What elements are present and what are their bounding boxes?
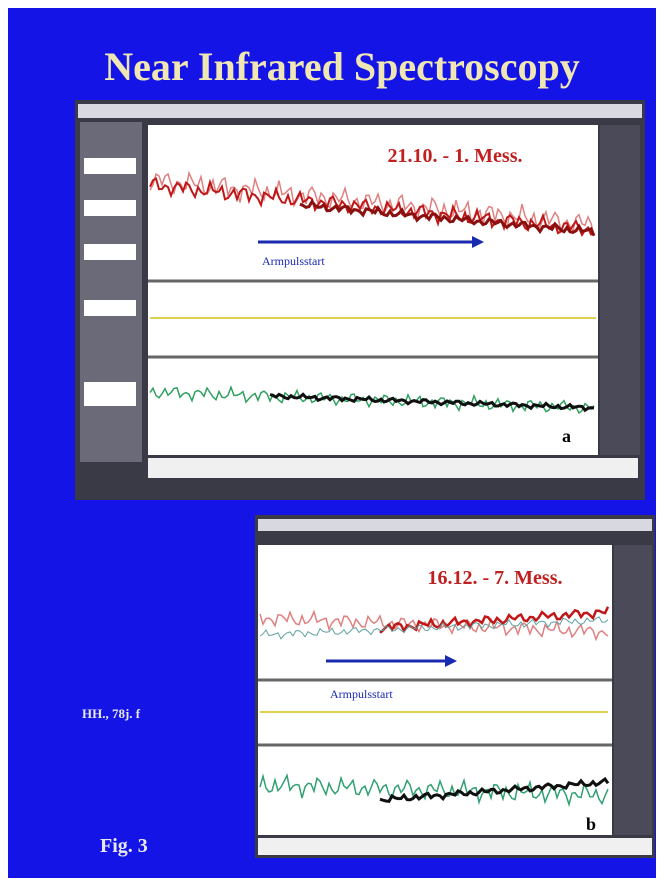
right-scale <box>600 125 640 455</box>
screen-panel: Armpulsstart 21.10. - 1. Mess. a <box>75 100 645 500</box>
slide-title: Near Infrared Spectroscopy <box>104 44 580 89</box>
time-axis <box>148 458 638 478</box>
subject-label: HH., 78j. f <box>82 706 141 721</box>
menu-bar <box>258 519 652 531</box>
arrow-label: Armpulsstart <box>262 254 325 268</box>
sidebar-box <box>84 200 136 216</box>
screen-panel: Armpulsstart 16.12. - 7. Mess. b <box>255 515 655 858</box>
arrow-label: Armpulsstart <box>330 687 393 701</box>
panel-letter: a <box>562 426 571 446</box>
sidebar-box <box>84 158 136 174</box>
slide: Near Infrared Spectroscopy Armpulsstart … <box>0 0 664 883</box>
menu-bar <box>78 104 642 118</box>
figure-label: Fig. 3 <box>100 835 148 857</box>
time-axis <box>258 838 652 855</box>
right-scale <box>614 545 652 835</box>
page: {"title": "Near Infrared Spectroscopy", … <box>0 0 664 883</box>
panel-letter: b <box>586 814 596 834</box>
sidebar-box <box>84 382 136 406</box>
panel-heading: 16.12. - 7. Mess. <box>428 567 563 589</box>
sidebar-box <box>84 244 136 260</box>
plot-area <box>148 125 598 455</box>
panel-heading: 21.10. - 1. Mess. <box>388 145 523 167</box>
sidebar-box <box>84 300 136 316</box>
